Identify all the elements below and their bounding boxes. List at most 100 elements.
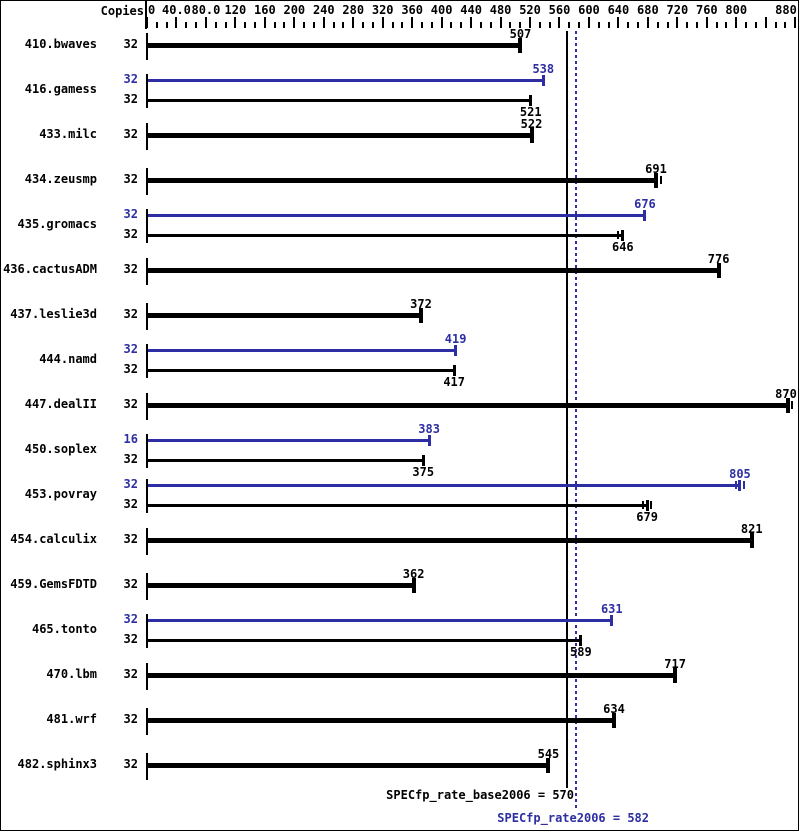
benchmark-name: 435.gromacs <box>17 217 97 231</box>
copies-value: 32 <box>123 632 138 646</box>
bar-end-cap <box>518 37 523 53</box>
run-spread-tick <box>649 501 652 509</box>
axis-minor-tick <box>597 22 600 28</box>
benchmark-name: 481.wrf <box>46 712 97 726</box>
axis-major-tick <box>794 17 797 28</box>
result-value-label: 870 <box>775 387 797 401</box>
copies-value: 32 <box>123 92 138 106</box>
result-value-label: 717 <box>664 657 686 671</box>
result-bar <box>148 718 614 723</box>
result-bar <box>148 538 752 543</box>
axis-major-tick <box>146 17 148 28</box>
axis-tick-label: 360 <box>401 3 424 17</box>
axis-major-tick <box>764 17 767 28</box>
row-axis-segment <box>146 74 148 108</box>
result-value-label: 362 <box>402 567 425 581</box>
row-axis-segment <box>146 393 148 420</box>
axis-tick-label: 560 <box>548 3 571 17</box>
run-spread-tick <box>660 176 663 184</box>
benchmark-name: 465.tonto <box>31 622 97 636</box>
copies-value: 32 <box>123 262 138 276</box>
axis-tick-label: 480 <box>489 3 512 17</box>
benchmark-name: 444.namd <box>39 352 97 366</box>
axis-minor-tick <box>519 22 522 28</box>
copies-value: 32 <box>123 172 138 186</box>
bar-end-cap <box>529 94 533 106</box>
bar-end-cap <box>427 434 431 446</box>
axis-tick-label: 400 <box>430 3 453 17</box>
axis-minor-tick <box>450 22 453 28</box>
result-value-label: 589 <box>570 645 592 659</box>
axis-minor-tick <box>695 22 698 28</box>
axis-tick-label: 240 <box>312 3 335 17</box>
axis-tick-label: 80.0 <box>191 3 221 17</box>
axis-minor-tick <box>224 22 227 28</box>
copies-value: 32 <box>123 452 138 466</box>
axis-tick-label: 720 <box>666 3 689 17</box>
row-axis-segment <box>146 573 148 600</box>
bar-end-cap <box>546 757 551 773</box>
axis-minor-tick <box>391 22 394 28</box>
result-bar <box>148 504 648 507</box>
axis-tick-label: 520 <box>519 3 541 17</box>
result-value-label: 375 <box>412 465 435 479</box>
result-bar <box>148 403 788 408</box>
axis-major-tick <box>234 17 237 28</box>
row-axis-segment <box>146 209 148 243</box>
axis-tick-label: 280 <box>342 3 365 17</box>
bar-end-cap <box>643 209 647 221</box>
axis-tick-label: 0 <box>148 3 156 17</box>
copies-value: 32 <box>123 667 138 681</box>
axis-minor-tick <box>725 22 728 28</box>
result-value-label: 372 <box>410 297 432 311</box>
bar-end-cap <box>716 262 721 278</box>
result-value-label: 805 <box>729 467 751 481</box>
bar-end-cap <box>411 577 416 593</box>
axis-tick-label: 800 <box>725 3 748 17</box>
axis-major-tick <box>529 17 532 28</box>
result-bar <box>148 133 532 138</box>
result-value-label: 821 <box>740 522 763 536</box>
result-bar <box>148 763 549 768</box>
bar-end-cap <box>785 397 790 413</box>
axis-tick-label: 200 <box>283 3 306 17</box>
bar-end-cap <box>579 634 583 646</box>
axis-minor-tick <box>430 22 433 28</box>
result-bar <box>148 234 623 237</box>
copies-value: 32 <box>123 497 138 511</box>
axis-major-tick <box>293 17 296 28</box>
axis-minor-tick <box>754 22 757 28</box>
axis-major-tick <box>352 17 355 28</box>
result-bar <box>148 214 645 217</box>
bar-end-cap <box>653 172 658 188</box>
axis-minor-tick <box>538 22 541 28</box>
result-bar <box>148 369 455 372</box>
row-axis-segment <box>146 614 148 648</box>
axis-major-tick <box>705 17 708 28</box>
benchmark-name: 454.calculix <box>10 532 97 546</box>
axis-tick-label: 40.0 <box>162 3 191 17</box>
row-axis-segment <box>146 434 148 468</box>
axis-tick-label: 120 <box>224 3 247 17</box>
run-spread-tick <box>617 231 620 239</box>
axis-major-tick <box>617 17 620 28</box>
run-spread-tick <box>734 481 737 489</box>
axis-tick-label: 160 <box>254 3 276 17</box>
axis-minor-tick <box>666 22 669 28</box>
axis-minor-tick <box>784 22 787 28</box>
copies-value: 32 <box>123 712 138 726</box>
base-result-label: SPECfp_rate_base2006 = 570 <box>386 788 574 802</box>
axis-major-tick <box>411 17 414 28</box>
axis-minor-tick <box>342 22 345 28</box>
axis-major-tick <box>322 17 325 28</box>
axis-minor-tick <box>244 22 247 28</box>
axis-minor-tick <box>479 22 482 28</box>
axis-minor-tick <box>627 22 630 28</box>
benchmark-name: 482.sphinx3 <box>17 757 97 771</box>
result-value-label: 691 <box>645 162 667 176</box>
bar-end-cap <box>529 127 534 143</box>
copies-value: 32 <box>123 612 138 626</box>
row-axis-segment <box>146 344 148 378</box>
axis-major-tick <box>440 17 443 28</box>
